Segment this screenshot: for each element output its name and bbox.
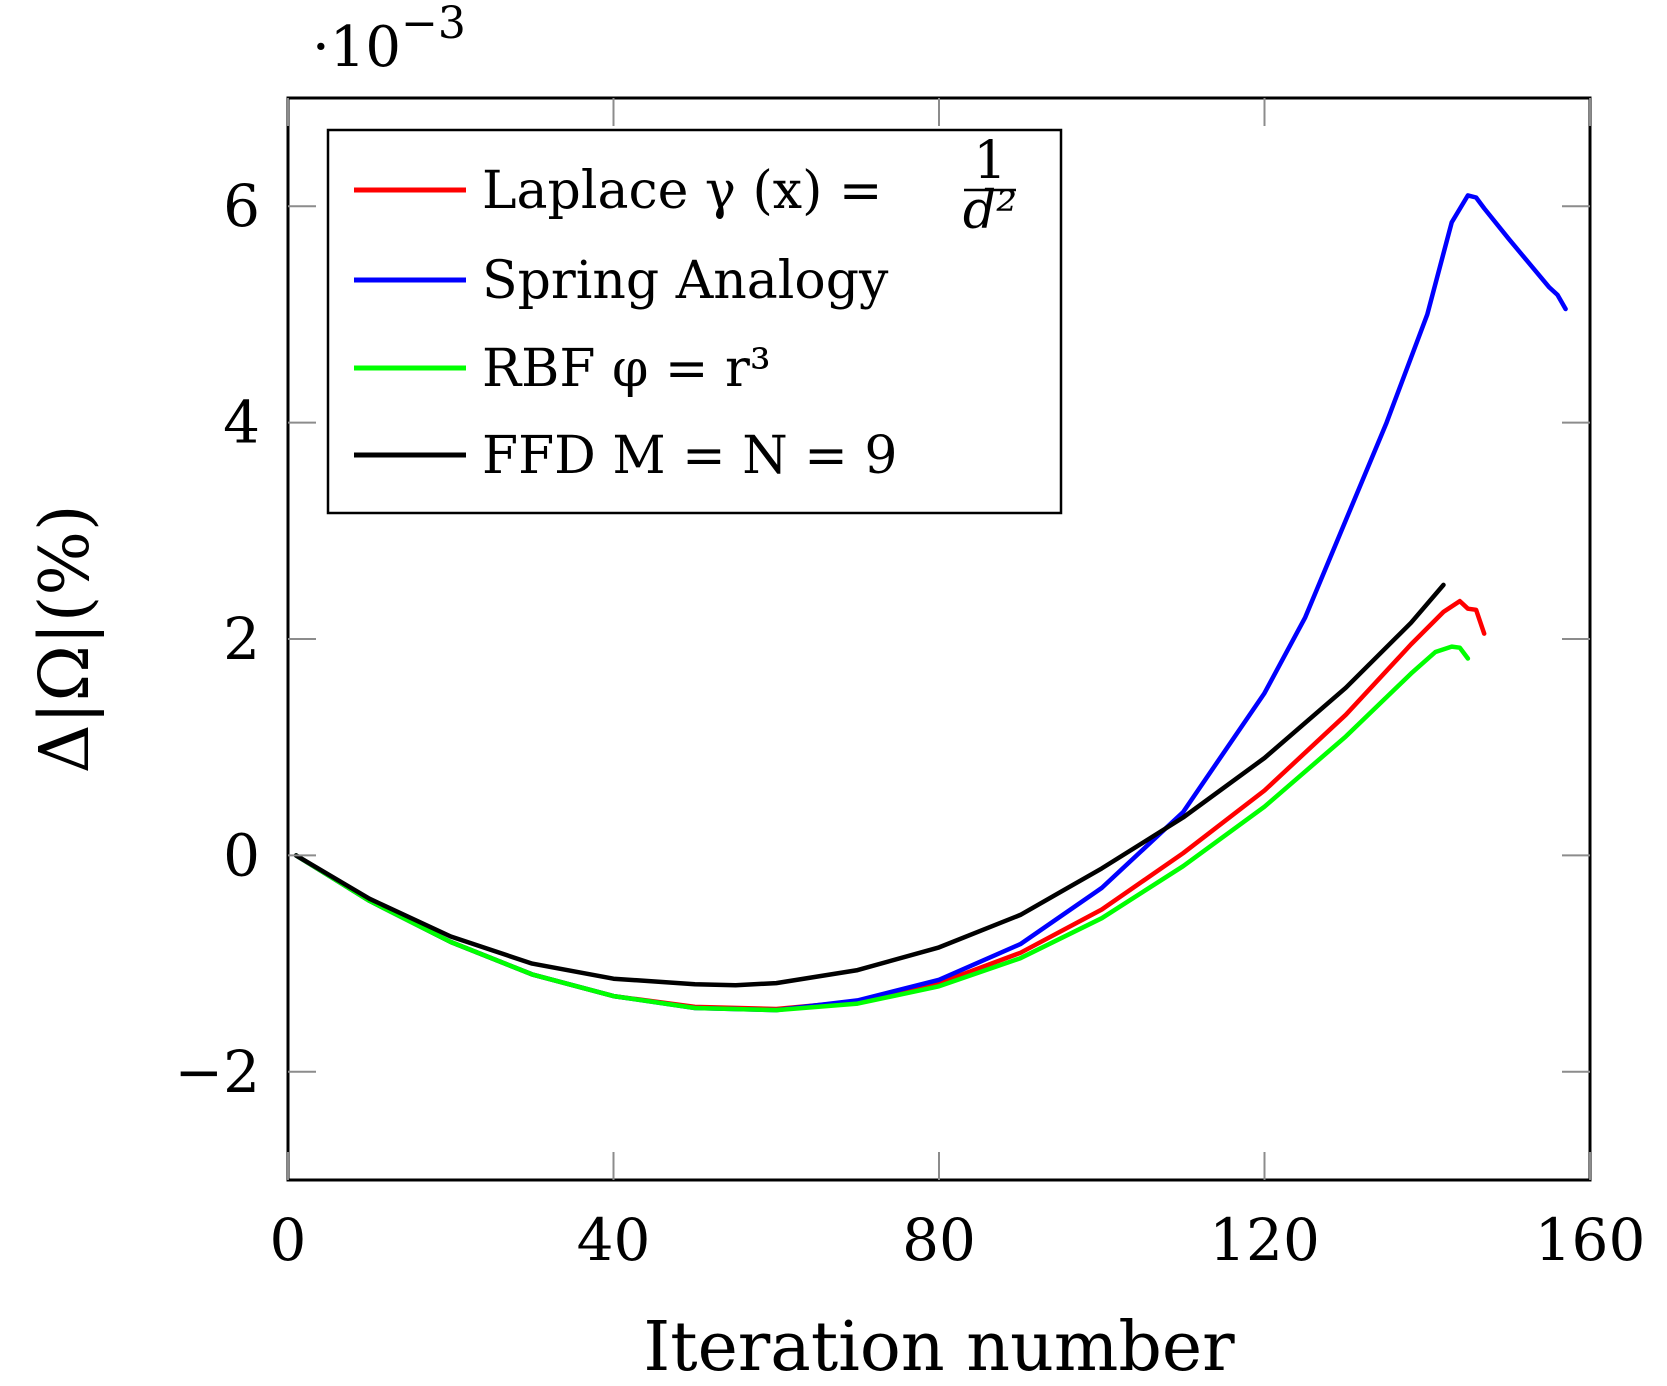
y-scale-exponent: −3 [401, 0, 466, 49]
legend-label-2: RBF φ = r³ [482, 339, 771, 399]
legend-fraction-denominator: d² [963, 181, 1017, 241]
ticks-layer [287, 98, 1591, 1180]
x-tick-label: 0 [270, 1206, 307, 1274]
legend-label-0: Laplace γ (x) = [482, 161, 883, 221]
series-line-0 [293, 598, 1487, 1012]
labels-layer: 0 40 80 120 160 −2 0 2 4 6 ·10−3 Iteration number Δ|… [26, 0, 1645, 1386]
x-tick-label: 80 [902, 1206, 976, 1274]
y-tick-label: 0 [223, 821, 260, 889]
legend-label-3: FFD M = N = 9 [482, 426, 897, 486]
x-tick-label: 160 [1535, 1206, 1646, 1274]
legend-box [326, 128, 1063, 515]
y-tick-label: 2 [223, 605, 260, 673]
x-axis-title: Iteration number [643, 1308, 1235, 1386]
x-tick-label: 40 [577, 1206, 651, 1274]
y-tick-label: 6 [223, 172, 260, 240]
x-tick-label: 120 [1209, 1206, 1320, 1274]
legend: Laplace γ (x) = 1d² Spring Analogy RBF φ = … [326, 128, 1063, 515]
series-line-2 [293, 644, 1471, 1013]
series-line-3 [293, 582, 1446, 988]
y-scale-base: ·10 [312, 15, 401, 80]
y-scale-label: ·10−3 [312, 0, 466, 80]
y-tick-label: 4 [223, 389, 260, 457]
legend-label-1: Spring Analogy [482, 251, 889, 311]
legend-fraction-numerator: 1 [973, 131, 1006, 191]
y-axis-title: Δ|Ω|(%) [26, 505, 105, 774]
series-layer [293, 193, 1568, 1013]
y-tick-label: −2 [175, 1038, 261, 1106]
